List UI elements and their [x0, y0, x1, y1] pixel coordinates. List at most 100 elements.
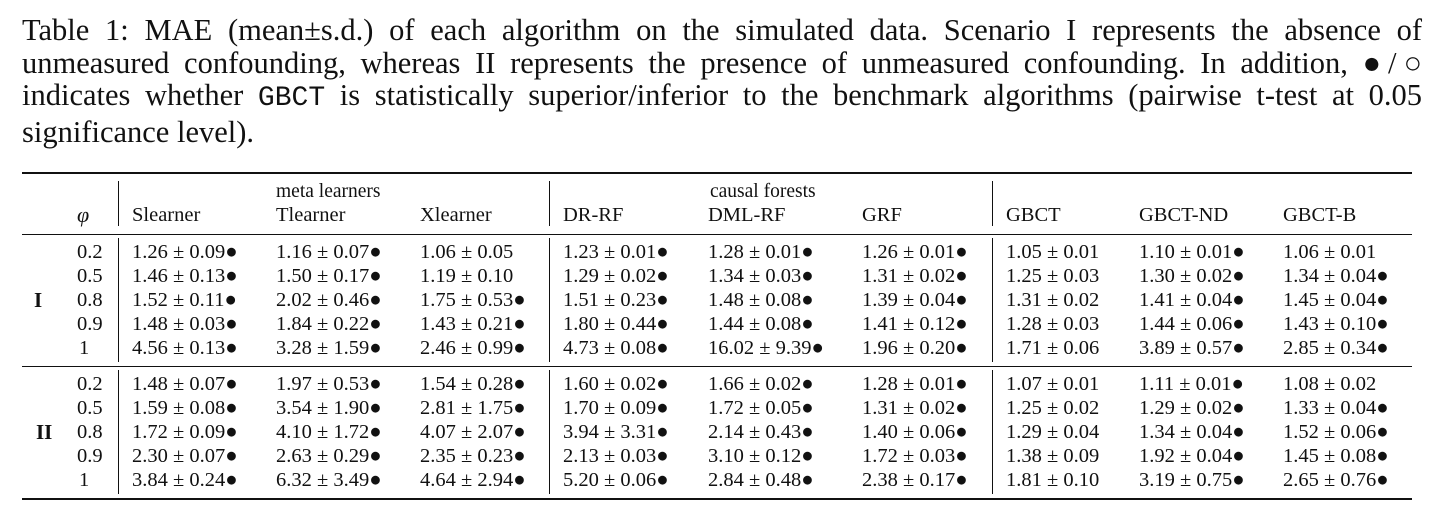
table-cell: 1.11 ± 0.01●	[1139, 373, 1244, 395]
table-cell: 1.31 ± 0.02	[1006, 289, 1100, 311]
phi-value: 0.8	[77, 289, 103, 311]
table-cell: 1.50 ± 0.17●	[276, 265, 382, 287]
table-cell: 2.30 ± 0.07●	[132, 445, 238, 467]
table-cell: 1.39 ± 0.04●	[862, 289, 968, 311]
scenario-label: I	[34, 288, 43, 312]
table-cell: 1.72 ± 0.09●	[132, 421, 238, 443]
table-cell: 2.65 ± 0.76●	[1283, 469, 1389, 491]
phi-value: 0.9	[77, 313, 103, 335]
group-header-causal-forests: causal forests	[710, 181, 816, 202]
table-cell: 1.59 ± 0.08●	[132, 397, 238, 419]
table-cell: 1.44 ± 0.06●	[1139, 313, 1245, 335]
table-cell: 1.52 ± 0.11●	[132, 289, 237, 311]
table-cell: 16.02 ± 9.39●	[708, 337, 824, 359]
table-cell: 1.28 ± 0.01●	[862, 373, 968, 395]
table-cell: 1.48 ± 0.08●	[708, 289, 814, 311]
table-cell: 2.02 ± 0.46●	[276, 289, 382, 311]
table-cell: 3.94 ± 3.31●	[563, 421, 669, 443]
table-cell: 1.52 ± 0.06●	[1283, 421, 1389, 443]
table-cell: 1.38 ± 0.09	[1006, 445, 1100, 467]
table-cell: 1.72 ± 0.05●	[708, 397, 814, 419]
table-cell: 1.44 ± 0.08●	[708, 313, 814, 335]
table-cell: 1.43 ± 0.10●	[1283, 313, 1389, 335]
table-cell: 3.28 ± 1.59●	[276, 337, 382, 359]
table-cell: 1.06 ± 0.01	[1283, 241, 1377, 263]
table-cell: 1.10 ± 0.01●	[1139, 241, 1245, 263]
table-cell: 1.75 ± 0.53●	[420, 289, 526, 311]
table-cell: 1.07 ± 0.01	[1006, 373, 1100, 395]
column-separator	[549, 238, 550, 362]
table-cell: 1.28 ± 0.01●	[708, 241, 814, 263]
phi-value: 0.5	[77, 265, 103, 287]
column-separator	[992, 181, 993, 226]
column-header-gbct-b: GBCT-B	[1283, 204, 1357, 226]
column-separator	[549, 181, 550, 226]
table-cell: 3.10 ± 0.12●	[708, 445, 814, 467]
table-cell: 1.43 ± 0.21●	[420, 313, 526, 335]
table-cell: 1.54 ± 0.28●	[420, 373, 526, 395]
table-cell: 1.31 ± 0.02●	[862, 397, 968, 419]
table-cell: 1.41 ± 0.12●	[862, 313, 968, 335]
table-cell: 1.71 ± 0.06	[1006, 337, 1100, 359]
table-cell: 1.92 ± 0.04●	[1139, 445, 1245, 467]
column-header-slearner: Slearner	[132, 204, 201, 226]
table-cell: 1.97 ± 0.53●	[276, 373, 382, 395]
table-cell: 1.16 ± 0.07●	[276, 241, 382, 263]
table-cell: 2.46 ± 0.99●	[420, 337, 526, 359]
table-cell: 1.34 ± 0.04●	[1139, 421, 1245, 443]
table-cell: 2.13 ± 0.03●	[563, 445, 669, 467]
table-cell: 1.48 ± 0.07●	[132, 373, 238, 395]
table-cell: 1.51 ± 0.23●	[563, 289, 669, 311]
table-cell: 3.54 ± 1.90●	[276, 397, 382, 419]
column-separator	[549, 370, 550, 494]
phi-value: 0.9	[77, 445, 103, 467]
table-cell: 4.56 ± 0.13●	[132, 337, 238, 359]
table-cell: 1.48 ± 0.03●	[132, 313, 238, 335]
table-cell: 1.33 ± 0.04●	[1283, 397, 1389, 419]
table-cell: 1.30 ± 0.02●	[1139, 265, 1245, 287]
table-cell: 1.81 ± 0.10	[1006, 469, 1100, 491]
table-cell: 4.73 ± 0.08●	[563, 337, 669, 359]
phi-value: 0.8	[77, 421, 103, 443]
table-cell: 1.26 ± 0.09●	[132, 241, 238, 263]
table-cell: 1.41 ± 0.04●	[1139, 289, 1245, 311]
column-header-dml-rf: DML-RF	[708, 204, 786, 226]
table-cell: 1.19 ± 0.10	[420, 265, 514, 287]
column-header-xlearner: Xlearner	[420, 204, 492, 226]
table-cell: 2.38 ± 0.17●	[862, 469, 968, 491]
table-cell: 1.34 ± 0.04●	[1283, 265, 1389, 287]
phi-value: 1	[79, 337, 90, 359]
table-cell: 1.25 ± 0.02	[1006, 397, 1100, 419]
phi-value: 0.5	[77, 397, 103, 419]
table-rule	[22, 366, 1412, 367]
table-cell: 1.66 ± 0.02●	[708, 373, 814, 395]
caption-code: GBCT	[257, 83, 326, 114]
table-cell: 2.84 ± 0.48●	[708, 469, 814, 491]
table-rule	[22, 498, 1412, 500]
table-cell: 1.70 ± 0.09●	[563, 397, 669, 419]
table-caption: Table 1: MAE (mean±s.d.) of each algorit…	[22, 14, 1422, 148]
table-cell: 1.29 ± 0.04	[1006, 421, 1100, 443]
table-cell: 1.46 ± 0.13●	[132, 265, 238, 287]
table-cell: 2.35 ± 0.23●	[420, 445, 526, 467]
table-cell: 1.34 ± 0.03●	[708, 265, 814, 287]
column-header-gbct-nd: GBCT-ND	[1139, 204, 1229, 226]
phi-value: 0.2	[77, 241, 103, 263]
table-cell: 1.45 ± 0.04●	[1283, 289, 1389, 311]
caption-text-2: is statistically superior/inferior to th…	[22, 78, 1422, 149]
table-cell: 4.10 ± 1.72●	[276, 421, 382, 443]
table-cell: 1.05 ± 0.01	[1006, 241, 1100, 263]
table-cell: 1.25 ± 0.03	[1006, 265, 1100, 287]
table-cell: 3.89 ± 0.57●	[1139, 337, 1245, 359]
table-cell: 1.23 ± 0.01●	[563, 241, 669, 263]
column-header-gbct: GBCT	[1006, 204, 1061, 226]
table-cell: 4.07 ± 2.07●	[420, 421, 526, 443]
table-cell: 2.14 ± 0.43●	[708, 421, 814, 443]
phi-value: 1	[79, 469, 90, 491]
table-cell: 3.84 ± 0.24●	[132, 469, 238, 491]
table-cell: 2.81 ± 1.75●	[420, 397, 526, 419]
phi-value: 0.2	[77, 373, 103, 395]
table-cell: 1.40 ± 0.06●	[862, 421, 968, 443]
table-cell: 1.72 ± 0.03●	[862, 445, 968, 467]
